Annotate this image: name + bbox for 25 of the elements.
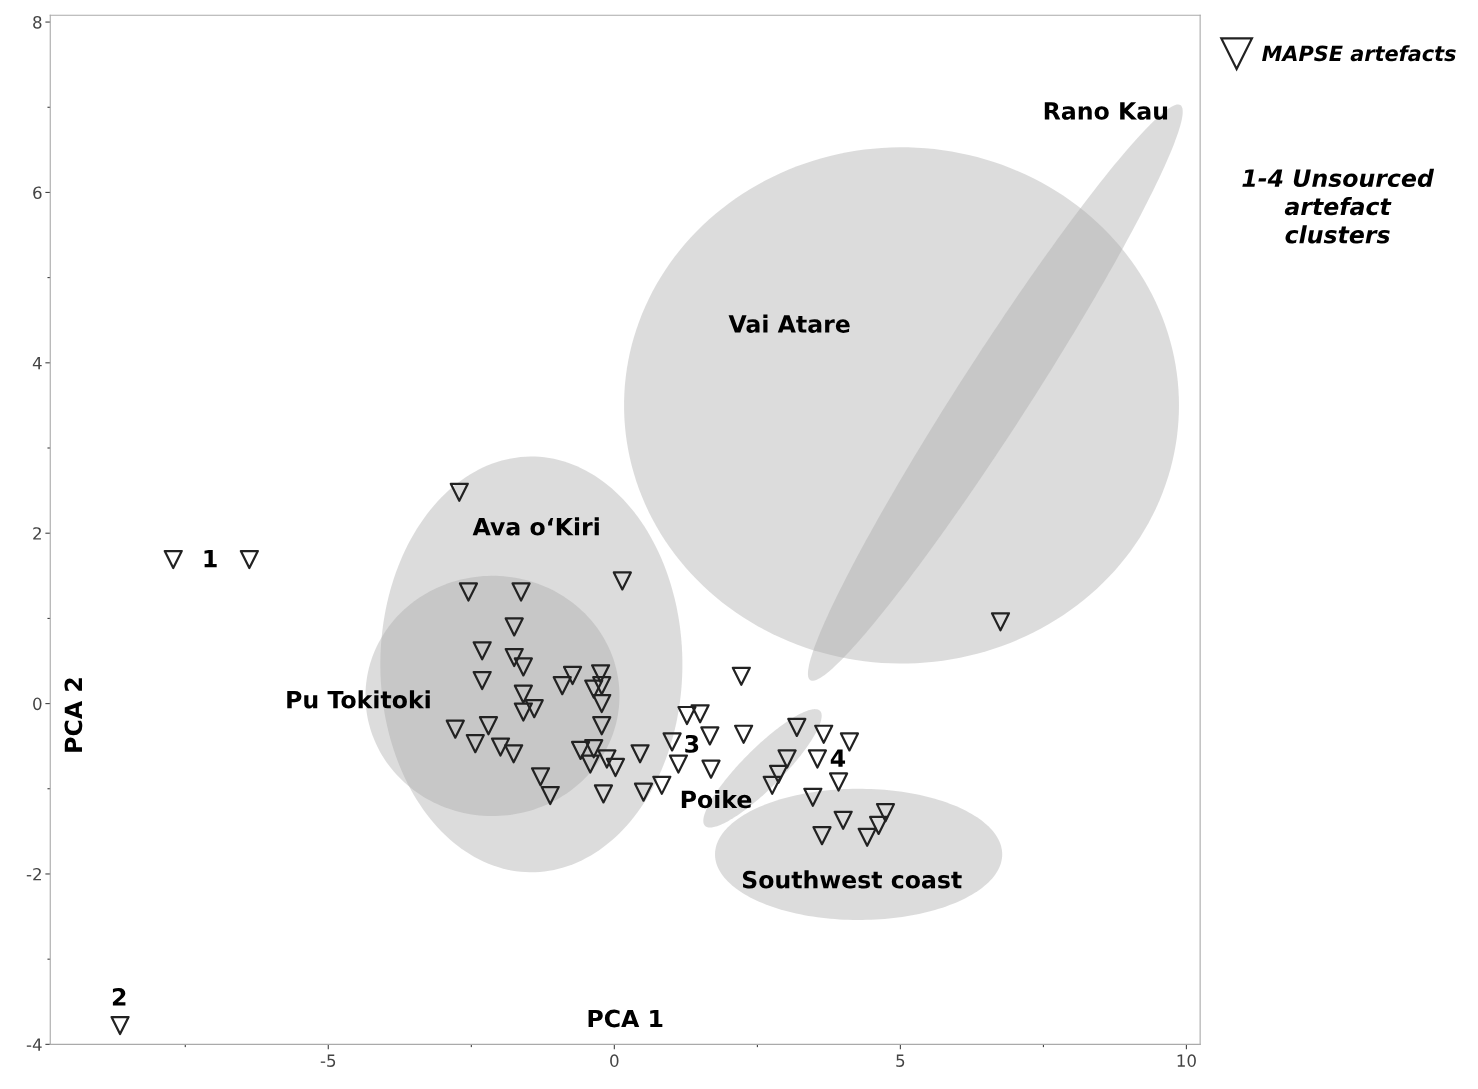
y-tick-label: 6 [33,186,42,200]
text: 1-4 Unsourced artefact clusters [1242,168,1435,244]
y-axis-title: PCA 2 [64,678,83,752]
y-tick-label: 0 [33,697,42,711]
x-tick-label: 10 [1177,1054,1196,1067]
y-tick-label: -2 [26,867,41,881]
y-tick-label: -4 [26,1038,42,1051]
x-tick-label: -5 [320,1054,336,1067]
annotation: Rano Kau [1044,102,1168,120]
annotation: Poike [681,790,752,809]
annotation: Pu Tokitoki [287,690,430,709]
annotation: 2 [112,988,126,1006]
annotation: Ava o‘Kiri [472,517,599,536]
x-tick-label: 5 [896,1054,905,1067]
x-axis-title: PCA 1 [588,1009,663,1028]
annotation: Southwest coast [742,870,962,889]
annotation: 1 [204,549,217,568]
x-tick-label: 0 [610,1054,619,1067]
y-tick-label: 4 [32,357,42,370]
annotation: 4 [830,749,846,767]
annotation: 3 [685,734,699,753]
annotation: Vai Atare [728,314,850,333]
y-tick-label: 2 [33,527,41,540]
legend-label: MAPSE artefacts [1262,45,1456,62]
y-tick-label: 8 [33,16,42,29]
